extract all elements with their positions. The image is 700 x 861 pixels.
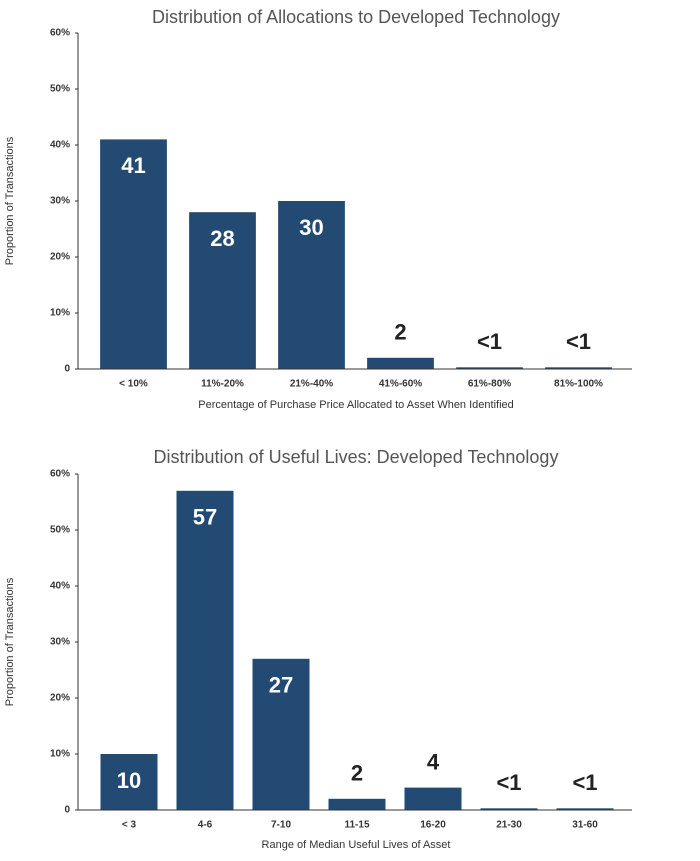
data-label: <1 — [496, 770, 521, 795]
x-tick-label: < 10% — [119, 379, 148, 390]
bar — [100, 754, 158, 810]
data-label: 27 — [269, 673, 293, 698]
bar — [252, 658, 310, 810]
y-tick-label: 20% — [50, 252, 70, 263]
x-tick-label: < 3 — [122, 820, 137, 831]
y-tick-label: 40% — [50, 581, 70, 592]
y-tick-label: 10% — [50, 749, 70, 760]
y-tick-label: 30% — [50, 196, 70, 207]
y-tick-label: 0 — [64, 805, 70, 816]
chart-title: Distribution of Useful Lives: Developed … — [154, 447, 559, 467]
bar — [404, 787, 462, 810]
data-label: 30 — [299, 215, 323, 240]
x-tick-label: 4-6 — [198, 820, 213, 831]
bar — [556, 808, 614, 810]
y-tick-label: 10% — [50, 308, 70, 319]
x-tick-label: 81%-100% — [554, 379, 603, 390]
data-label: 10 — [117, 768, 141, 793]
x-tick-label: 41%-60% — [379, 379, 422, 390]
data-label: 57 — [193, 505, 217, 530]
x-axis-label: Percentage of Purchase Price Allocated t… — [198, 399, 514, 411]
y-tick-label: 50% — [50, 84, 70, 95]
y-axis-label: Proportion of Transactions — [4, 577, 16, 706]
bar — [328, 798, 386, 810]
x-tick-label: 11-15 — [344, 820, 369, 831]
bar — [456, 367, 523, 369]
bar — [278, 201, 345, 369]
data-label: 41 — [121, 153, 145, 178]
y-tick-label: 20% — [50, 693, 70, 704]
x-tick-label: 21-30 — [496, 820, 522, 831]
bar — [100, 139, 167, 369]
y-tick-label: 40% — [50, 140, 70, 151]
data-label: <1 — [572, 770, 597, 795]
bar — [367, 357, 434, 369]
x-tick-label: 31-60 — [572, 820, 598, 831]
x-tick-label: 7-10 — [271, 820, 291, 831]
y-tick-label: 60% — [50, 469, 70, 480]
data-label: 2 — [394, 320, 406, 345]
bar — [176, 490, 234, 810]
y-axis-label: Proportion of Transactions — [4, 136, 16, 265]
data-label: 28 — [210, 226, 234, 251]
data-label: 2 — [351, 761, 363, 786]
x-tick-label: 61%-80% — [468, 379, 511, 390]
data-label: <1 — [566, 329, 591, 354]
x-axis-label: Range of Median Useful Lives of Asset — [262, 839, 451, 851]
chart-title: Distribution of Allocations to Developed… — [152, 7, 560, 27]
data-label: <1 — [477, 329, 502, 354]
x-tick-label: 21%-40% — [290, 379, 333, 390]
y-tick-label: 60% — [50, 28, 70, 39]
x-tick-label: 11%-20% — [201, 379, 244, 390]
y-tick-label: 50% — [50, 525, 70, 536]
bar — [545, 367, 612, 369]
x-tick-label: 16-20 — [420, 820, 446, 831]
y-tick-label: 30% — [50, 637, 70, 648]
bar — [189, 212, 256, 369]
bar — [480, 808, 538, 810]
y-tick-label: 0 — [64, 364, 70, 375]
data-label: 4 — [427, 749, 440, 774]
